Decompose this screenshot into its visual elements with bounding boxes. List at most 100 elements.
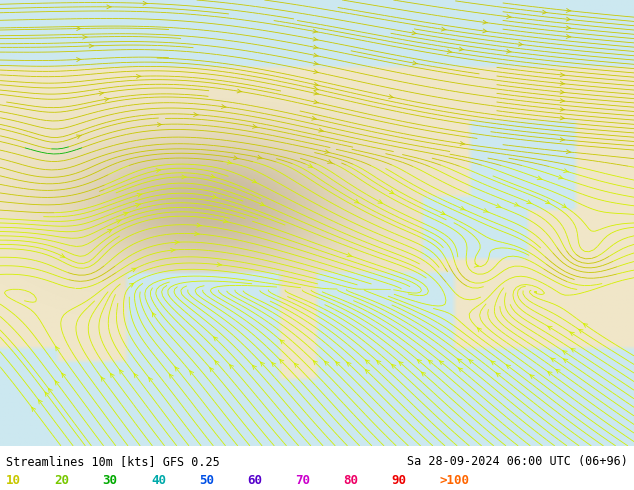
FancyArrowPatch shape	[583, 323, 588, 327]
FancyArrowPatch shape	[169, 374, 173, 378]
FancyArrowPatch shape	[458, 368, 463, 372]
Text: 60: 60	[247, 474, 262, 487]
FancyArrowPatch shape	[152, 313, 156, 317]
Text: Streamlines 10m [kts] GFS 0.25: Streamlines 10m [kts] GFS 0.25	[6, 455, 220, 468]
FancyArrowPatch shape	[108, 229, 112, 233]
FancyArrowPatch shape	[212, 195, 217, 198]
FancyArrowPatch shape	[530, 375, 534, 379]
FancyArrowPatch shape	[227, 160, 232, 164]
FancyArrowPatch shape	[193, 113, 198, 117]
FancyArrowPatch shape	[312, 116, 317, 120]
FancyArrowPatch shape	[77, 26, 81, 30]
FancyArrowPatch shape	[548, 326, 552, 330]
FancyArrowPatch shape	[134, 373, 138, 378]
FancyArrowPatch shape	[129, 283, 134, 287]
FancyArrowPatch shape	[136, 203, 141, 207]
FancyArrowPatch shape	[560, 138, 565, 142]
FancyArrowPatch shape	[55, 381, 59, 385]
FancyArrowPatch shape	[564, 359, 568, 363]
FancyArrowPatch shape	[223, 219, 228, 223]
FancyArrowPatch shape	[389, 190, 394, 194]
FancyArrowPatch shape	[537, 176, 542, 180]
FancyArrowPatch shape	[545, 200, 550, 204]
FancyArrowPatch shape	[313, 37, 318, 41]
FancyArrowPatch shape	[566, 35, 571, 38]
FancyArrowPatch shape	[570, 332, 574, 336]
FancyArrowPatch shape	[261, 362, 264, 366]
FancyArrowPatch shape	[399, 362, 403, 366]
FancyArrowPatch shape	[441, 27, 446, 31]
FancyArrowPatch shape	[496, 204, 501, 207]
FancyArrowPatch shape	[514, 202, 519, 206]
FancyArrowPatch shape	[221, 104, 226, 108]
FancyArrowPatch shape	[252, 179, 257, 183]
FancyArrowPatch shape	[441, 211, 445, 215]
FancyArrowPatch shape	[413, 61, 418, 65]
FancyArrowPatch shape	[89, 44, 94, 48]
FancyArrowPatch shape	[366, 360, 370, 364]
Text: 50: 50	[199, 474, 214, 487]
FancyArrowPatch shape	[313, 45, 318, 49]
FancyArrowPatch shape	[482, 29, 488, 33]
Text: 30: 30	[103, 474, 118, 487]
FancyArrowPatch shape	[389, 95, 394, 98]
FancyArrowPatch shape	[519, 42, 523, 46]
FancyArrowPatch shape	[215, 361, 219, 365]
FancyArrowPatch shape	[156, 169, 161, 172]
FancyArrowPatch shape	[210, 368, 214, 372]
FancyArrowPatch shape	[132, 268, 136, 272]
FancyArrowPatch shape	[214, 337, 218, 341]
FancyArrowPatch shape	[237, 89, 242, 93]
FancyArrowPatch shape	[459, 47, 464, 51]
FancyArrowPatch shape	[562, 204, 566, 208]
FancyArrowPatch shape	[56, 346, 60, 351]
FancyArrowPatch shape	[175, 241, 179, 244]
FancyArrowPatch shape	[210, 174, 216, 178]
FancyArrowPatch shape	[482, 20, 488, 24]
FancyArrowPatch shape	[119, 369, 124, 374]
FancyArrowPatch shape	[507, 365, 510, 368]
FancyArrowPatch shape	[447, 49, 452, 53]
FancyArrowPatch shape	[458, 359, 462, 363]
FancyArrowPatch shape	[560, 107, 565, 111]
FancyArrowPatch shape	[77, 58, 81, 62]
FancyArrowPatch shape	[136, 74, 141, 78]
FancyArrowPatch shape	[314, 70, 319, 74]
FancyArrowPatch shape	[294, 363, 299, 368]
FancyArrowPatch shape	[365, 369, 370, 373]
Text: >100: >100	[440, 474, 470, 487]
FancyArrowPatch shape	[474, 264, 479, 267]
FancyArrowPatch shape	[571, 348, 576, 352]
FancyArrowPatch shape	[116, 220, 121, 223]
FancyArrowPatch shape	[460, 142, 465, 146]
FancyArrowPatch shape	[45, 392, 49, 396]
FancyArrowPatch shape	[157, 122, 162, 126]
FancyArrowPatch shape	[491, 361, 495, 365]
FancyArrowPatch shape	[328, 160, 333, 163]
FancyArrowPatch shape	[559, 175, 564, 179]
FancyArrowPatch shape	[314, 91, 319, 95]
FancyArrowPatch shape	[542, 10, 547, 14]
FancyArrowPatch shape	[319, 128, 323, 132]
FancyArrowPatch shape	[336, 362, 340, 366]
FancyArrowPatch shape	[439, 361, 444, 365]
FancyArrowPatch shape	[548, 371, 552, 375]
FancyArrowPatch shape	[560, 81, 565, 85]
FancyArrowPatch shape	[378, 199, 382, 203]
FancyArrowPatch shape	[313, 29, 318, 33]
FancyArrowPatch shape	[76, 135, 82, 139]
FancyArrowPatch shape	[560, 99, 565, 102]
Text: 40: 40	[151, 474, 166, 487]
FancyArrowPatch shape	[272, 363, 276, 367]
FancyArrowPatch shape	[233, 156, 238, 160]
Text: 70: 70	[295, 474, 311, 487]
FancyArrowPatch shape	[105, 98, 109, 101]
FancyArrowPatch shape	[551, 358, 555, 362]
FancyArrowPatch shape	[325, 361, 328, 365]
FancyArrowPatch shape	[566, 26, 571, 30]
FancyArrowPatch shape	[182, 175, 186, 179]
FancyArrowPatch shape	[110, 373, 114, 378]
Text: Sa 28-09-2024 06:00 UTC (06+96): Sa 28-09-2024 06:00 UTC (06+96)	[407, 455, 628, 468]
Text: 20: 20	[55, 474, 70, 487]
FancyArrowPatch shape	[496, 373, 500, 377]
